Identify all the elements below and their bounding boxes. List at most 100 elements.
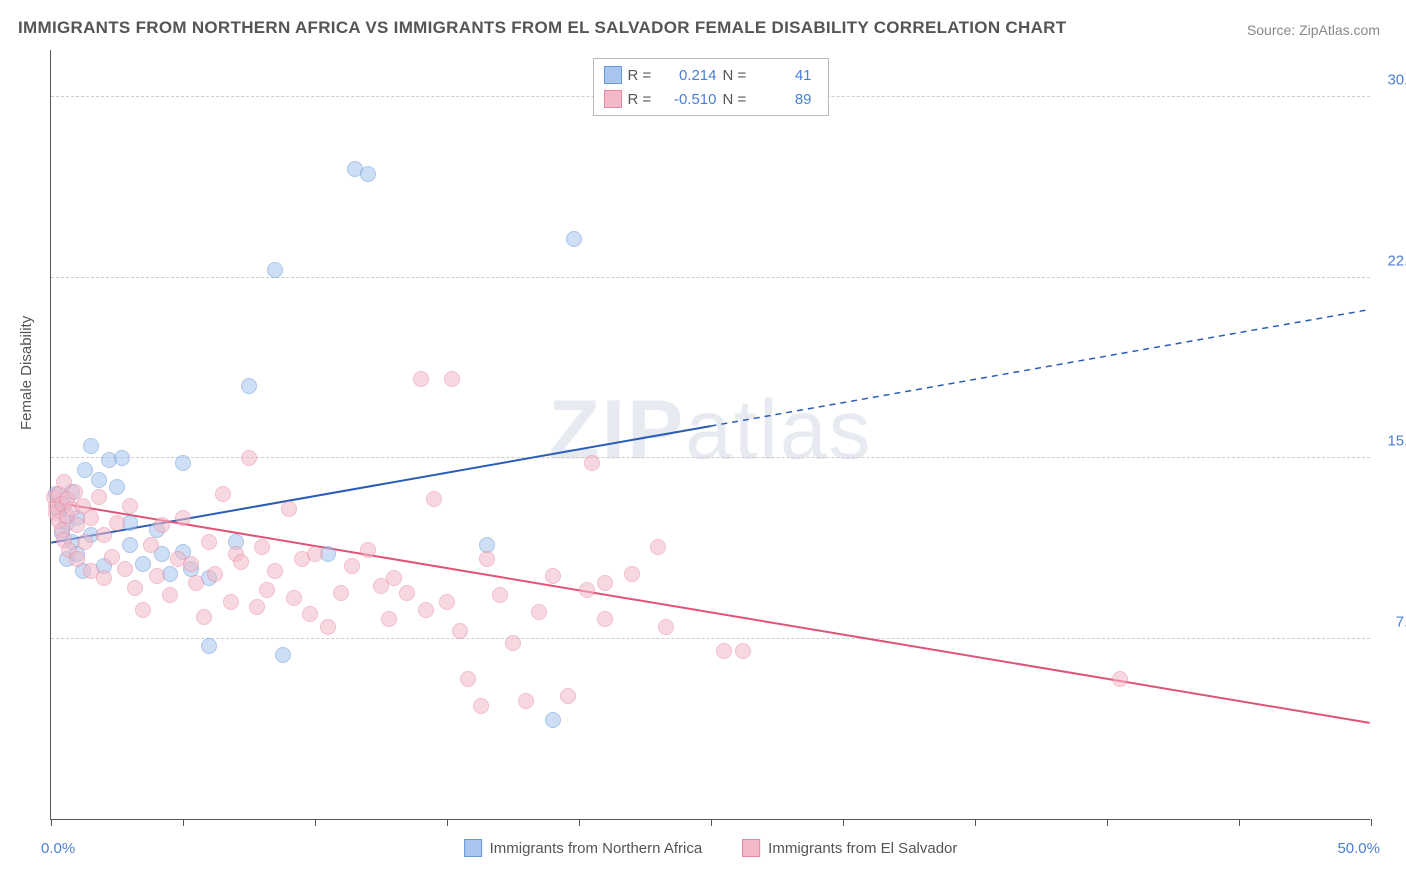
data-point-series-1 bbox=[452, 623, 468, 639]
data-point-series-1 bbox=[439, 594, 455, 610]
data-point-series-0 bbox=[114, 450, 130, 466]
data-point-series-0 bbox=[241, 378, 257, 394]
data-point-series-1 bbox=[597, 611, 613, 627]
n-label: N = bbox=[723, 91, 751, 108]
data-point-series-1 bbox=[418, 602, 434, 618]
data-point-series-1 bbox=[201, 534, 217, 550]
regression-line-1 bbox=[51, 502, 1369, 723]
series-name-1: Immigrants from El Salvador bbox=[768, 840, 957, 857]
n-value-0: 41 bbox=[757, 67, 812, 84]
source-label: Source: ZipAtlas.com bbox=[1247, 22, 1380, 38]
y-tick-label: 15.0% bbox=[1375, 433, 1406, 450]
data-point-series-1 bbox=[658, 619, 674, 635]
data-point-series-1 bbox=[531, 604, 547, 620]
data-point-series-1 bbox=[122, 498, 138, 514]
data-point-series-1 bbox=[162, 587, 178, 603]
data-point-series-1 bbox=[716, 643, 732, 659]
legend-stats-row-1: R = -0.510 N = 89 bbox=[604, 87, 812, 111]
data-point-series-1 bbox=[249, 599, 265, 615]
x-max-label: 50.0% bbox=[1337, 840, 1380, 857]
x-tick bbox=[1239, 819, 1240, 826]
data-point-series-1 bbox=[492, 587, 508, 603]
data-point-series-1 bbox=[307, 546, 323, 562]
data-point-series-1 bbox=[545, 568, 561, 584]
legend-series: Immigrants from Northern Africa Immigran… bbox=[464, 839, 958, 857]
y-tick-label: 22.5% bbox=[1375, 252, 1406, 269]
data-point-series-1 bbox=[444, 371, 460, 387]
x-tick bbox=[183, 819, 184, 826]
x-tick bbox=[315, 819, 316, 826]
r-label: R = bbox=[628, 91, 656, 108]
data-point-series-0 bbox=[360, 166, 376, 182]
data-point-series-1 bbox=[381, 611, 397, 627]
legend-stats: R = 0.214 N = 41 R = -0.510 N = 89 bbox=[593, 58, 829, 116]
data-point-series-1 bbox=[196, 609, 212, 625]
data-point-series-1 bbox=[518, 693, 534, 709]
swatch-series-0 bbox=[604, 66, 622, 84]
data-point-series-1 bbox=[650, 539, 666, 555]
data-point-series-1 bbox=[127, 580, 143, 596]
data-point-series-1 bbox=[267, 563, 283, 579]
data-point-series-1 bbox=[104, 549, 120, 565]
data-point-series-0 bbox=[109, 479, 125, 495]
swatch-series-1 bbox=[604, 90, 622, 108]
series-name-0: Immigrants from Northern Africa bbox=[490, 840, 703, 857]
r-value-0: 0.214 bbox=[662, 67, 717, 84]
data-point-series-1 bbox=[1112, 671, 1128, 687]
data-point-series-1 bbox=[154, 517, 170, 533]
legend-stats-row-0: R = 0.214 N = 41 bbox=[604, 63, 812, 87]
data-point-series-1 bbox=[579, 582, 595, 598]
data-point-series-1 bbox=[479, 551, 495, 567]
swatch-series-1 bbox=[742, 839, 760, 857]
data-point-series-1 bbox=[77, 534, 93, 550]
data-point-series-1 bbox=[560, 688, 576, 704]
data-point-series-1 bbox=[259, 582, 275, 598]
r-label: R = bbox=[628, 67, 656, 84]
data-point-series-1 bbox=[460, 671, 476, 687]
data-point-series-1 bbox=[143, 537, 159, 553]
x-tick bbox=[1107, 819, 1108, 826]
data-point-series-1 bbox=[96, 527, 112, 543]
x-tick bbox=[447, 819, 448, 826]
chart-title: IMMIGRANTS FROM NORTHERN AFRICA VS IMMIG… bbox=[18, 18, 1066, 38]
data-point-series-1 bbox=[254, 539, 270, 555]
data-point-series-1 bbox=[183, 556, 199, 572]
data-point-series-1 bbox=[281, 501, 297, 517]
data-point-series-1 bbox=[96, 570, 112, 586]
data-point-series-1 bbox=[207, 566, 223, 582]
data-point-series-1 bbox=[597, 575, 613, 591]
y-tick-label: 30.0% bbox=[1375, 72, 1406, 89]
data-point-series-1 bbox=[83, 510, 99, 526]
data-point-series-1 bbox=[344, 558, 360, 574]
data-point-series-1 bbox=[241, 450, 257, 466]
data-point-series-0 bbox=[91, 472, 107, 488]
n-label: N = bbox=[723, 67, 751, 84]
data-point-series-0 bbox=[122, 537, 138, 553]
regression-line-ext-0 bbox=[711, 310, 1370, 427]
data-point-series-1 bbox=[188, 575, 204, 591]
r-value-1: -0.510 bbox=[662, 91, 717, 108]
x-tick bbox=[51, 819, 52, 826]
data-point-series-0 bbox=[267, 262, 283, 278]
data-point-series-1 bbox=[215, 486, 231, 502]
data-point-series-0 bbox=[175, 455, 191, 471]
swatch-series-0 bbox=[464, 839, 482, 857]
data-point-series-0 bbox=[275, 647, 291, 663]
data-point-series-1 bbox=[302, 606, 318, 622]
data-point-series-0 bbox=[566, 231, 582, 247]
data-point-series-1 bbox=[286, 590, 302, 606]
data-point-series-0 bbox=[83, 438, 99, 454]
data-point-series-1 bbox=[109, 515, 125, 531]
data-point-series-1 bbox=[223, 594, 239, 610]
x-tick bbox=[711, 819, 712, 826]
data-point-series-0 bbox=[545, 712, 561, 728]
legend-item-1: Immigrants from El Salvador bbox=[742, 839, 957, 857]
data-point-series-1 bbox=[584, 455, 600, 471]
data-point-series-1 bbox=[426, 491, 442, 507]
data-point-series-1 bbox=[233, 554, 249, 570]
data-point-series-0 bbox=[135, 556, 151, 572]
y-tick-label: 7.5% bbox=[1375, 613, 1406, 630]
y-axis-label: Female Disability bbox=[18, 316, 35, 430]
data-point-series-1 bbox=[91, 489, 107, 505]
n-value-1: 89 bbox=[757, 91, 812, 108]
